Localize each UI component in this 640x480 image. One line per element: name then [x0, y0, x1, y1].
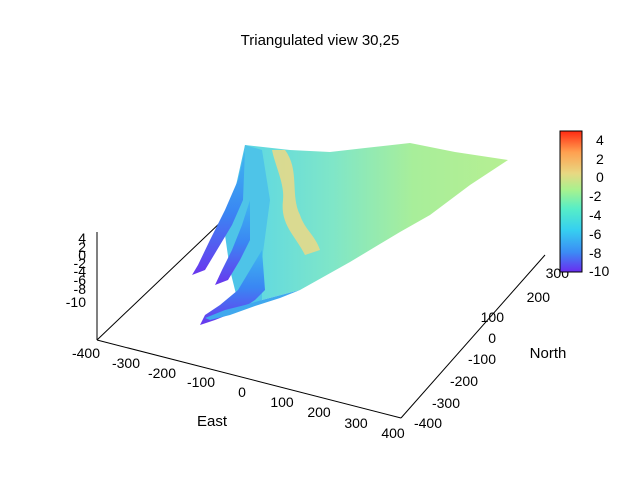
z-tick-label: 0	[78, 247, 86, 263]
x-tick-label: -300	[112, 355, 140, 371]
x-tick-label: 400	[381, 425, 405, 441]
surface-trench-2	[215, 200, 250, 285]
y-tick-label: 0	[488, 330, 496, 346]
z-tick-label: -2	[74, 255, 87, 271]
colorbar-tick-label: 0	[596, 169, 604, 185]
z-tick-label: -10	[66, 294, 86, 310]
z-tick-label: 2	[78, 239, 86, 255]
z-tick-label: 4	[78, 230, 86, 246]
y-tick-label: 100	[481, 309, 505, 325]
colorbar-tick-label: -8	[589, 245, 602, 261]
z-tick-label: -4	[74, 263, 87, 279]
x-tick-label: 300	[344, 415, 368, 431]
x-axis: -400 -300 -200 -100 0 100 200 300 400	[72, 345, 405, 441]
surface-mesh	[192, 143, 508, 325]
colorbar-tick-label: 4	[596, 132, 604, 148]
y-tick-label: -100	[468, 351, 496, 367]
colorbar-tick-label: -4	[589, 207, 602, 223]
y-tick-label: 200	[527, 289, 551, 305]
surface-plateau	[238, 143, 508, 300]
colorbar-tick-label: -10	[589, 263, 609, 279]
y-tick-label: -200	[450, 373, 478, 389]
x-tick-label: -400	[72, 345, 100, 361]
x-tick-label: -100	[187, 374, 215, 390]
surface-trench-1	[192, 150, 245, 275]
x-tick-label: 100	[270, 394, 294, 410]
y-axis: -400 -300 -200 -100 0 100 200 300	[414, 265, 569, 431]
x-tick-label: -200	[148, 365, 176, 381]
colorbar-tick-label: -6	[589, 226, 602, 242]
colorbar: 4 2 0 -2 -4 -6 -8 -10	[559, 130, 609, 279]
surface-ridge	[272, 150, 320, 255]
z-tick-label: -6	[74, 272, 87, 288]
x-axis-label: East	[197, 413, 228, 430]
surface-south-edge	[205, 290, 300, 320]
z-tick-label: -8	[74, 281, 87, 297]
z-axis: 4 2 0 -2 -4 -6 -8 -10	[66, 230, 86, 310]
y-tick-label: -300	[432, 395, 460, 411]
axes-frame	[96, 199, 546, 419]
y-tick-label: -400	[414, 415, 442, 431]
x-tick-label: 0	[238, 384, 246, 400]
chart-title: Triangulated view 30,25	[241, 32, 400, 49]
x-tick-label: 200	[307, 404, 331, 420]
colorbar-gradient	[559, 130, 583, 273]
colorbar-tick-label: -2	[589, 188, 602, 204]
y-axis-label: North	[530, 345, 567, 362]
colorbar-tick-label: 2	[596, 151, 604, 167]
